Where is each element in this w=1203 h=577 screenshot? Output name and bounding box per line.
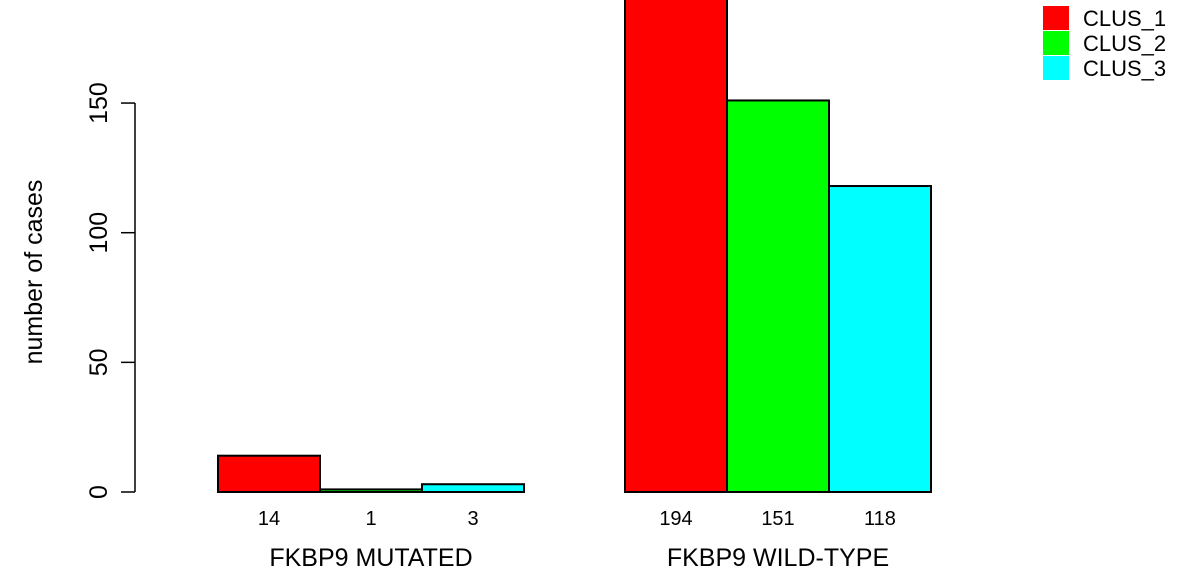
y-axis: 0 50 100 150 bbox=[85, 82, 136, 499]
x-axis-labels: 14 1 3 FKBP9 MUTATED 194 151 118 FKBP9 WILD-TYP… bbox=[258, 508, 896, 572]
bar-2-clus-3 bbox=[828, 185, 932, 493]
bar-2-clus-2 bbox=[726, 99, 830, 493]
bar-value-label: 14 bbox=[258, 508, 280, 530]
bar-value-label: 194 bbox=[659, 508, 692, 530]
bar-value-label: 3 bbox=[467, 508, 478, 530]
bars-layer bbox=[217, 0, 932, 494]
group-label: FKBP9 WILD-TYPE bbox=[667, 544, 889, 572]
y-tick-label: 100 bbox=[85, 212, 113, 254]
y-tick-label: 50 bbox=[85, 348, 113, 376]
bar-value-label: 1 bbox=[365, 508, 376, 530]
legend-swatch bbox=[1043, 6, 1069, 30]
legend-swatch bbox=[1043, 31, 1069, 55]
legend-label: CLUS_2 bbox=[1083, 31, 1166, 56]
bar-2-clus-1 bbox=[624, 0, 728, 493]
bar-1-clus-1 bbox=[217, 454, 321, 493]
y-axis-label: number of cases bbox=[20, 180, 48, 365]
group-label: FKBP9 MUTATED bbox=[269, 544, 472, 572]
bar-value-label: 118 bbox=[864, 508, 896, 530]
bar-value-label: 151 bbox=[761, 508, 794, 530]
legend-label: CLUS_3 bbox=[1083, 56, 1166, 81]
y-tick-label: 150 bbox=[85, 82, 113, 124]
legend-swatch bbox=[1043, 56, 1069, 80]
bar-1-clus-3 bbox=[421, 483, 525, 494]
legend-label: CLUS_1 bbox=[1083, 6, 1166, 31]
y-tick-label: 0 bbox=[85, 485, 113, 499]
bar-1-clus-2 bbox=[319, 488, 423, 494]
